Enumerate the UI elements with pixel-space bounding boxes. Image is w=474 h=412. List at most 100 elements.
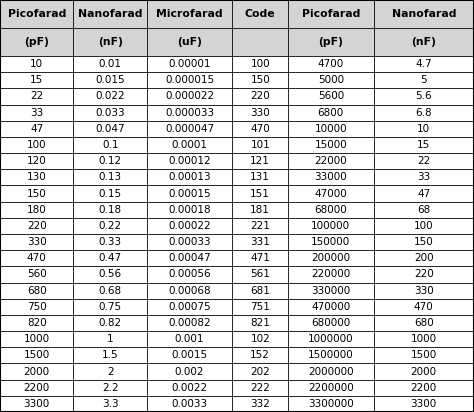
Text: 2200: 2200 — [410, 383, 437, 393]
Text: 751: 751 — [250, 302, 270, 312]
Text: 1500: 1500 — [410, 350, 437, 360]
Text: 0.00056: 0.00056 — [168, 269, 211, 279]
Bar — [0, 283, 474, 299]
Bar — [0, 250, 474, 267]
Text: 0.00068: 0.00068 — [168, 286, 211, 296]
Text: 2200: 2200 — [24, 383, 50, 393]
Text: 470: 470 — [414, 302, 434, 312]
Text: 121: 121 — [250, 156, 270, 166]
Bar — [0, 137, 474, 153]
Text: 0.68: 0.68 — [99, 286, 122, 296]
Text: 222: 222 — [250, 383, 270, 393]
Text: 2200000: 2200000 — [308, 383, 354, 393]
Text: 4.7: 4.7 — [415, 59, 432, 69]
Text: Picofarad: Picofarad — [8, 9, 66, 19]
Text: 0.15: 0.15 — [99, 189, 122, 199]
Text: 561: 561 — [250, 269, 270, 279]
Text: 2000000: 2000000 — [308, 367, 354, 377]
Text: 202: 202 — [250, 367, 270, 377]
Text: 3300: 3300 — [24, 399, 50, 409]
Text: 0.000015: 0.000015 — [165, 75, 214, 85]
Bar — [0, 28, 474, 56]
Bar — [0, 201, 474, 218]
Text: 100: 100 — [27, 140, 46, 150]
Text: Microfarad: Microfarad — [156, 9, 223, 19]
Text: 0.75: 0.75 — [99, 302, 122, 312]
Text: 6.8: 6.8 — [415, 108, 432, 118]
Text: 560: 560 — [27, 269, 46, 279]
Text: 152: 152 — [250, 350, 270, 360]
Text: 200000: 200000 — [311, 253, 350, 263]
Text: 0.00015: 0.00015 — [168, 189, 211, 199]
Text: 100000: 100000 — [311, 221, 350, 231]
Text: 150: 150 — [27, 189, 46, 199]
Text: 0.000022: 0.000022 — [165, 91, 214, 101]
Bar — [0, 0, 474, 28]
Text: 820: 820 — [27, 318, 46, 328]
Text: 5: 5 — [420, 75, 427, 85]
Text: 100: 100 — [414, 221, 434, 231]
Bar — [0, 72, 474, 89]
Text: 47000: 47000 — [314, 189, 347, 199]
Bar — [0, 234, 474, 250]
Text: (pF): (pF) — [319, 37, 343, 47]
Text: 10000: 10000 — [315, 124, 347, 134]
Text: 0.000047: 0.000047 — [165, 124, 214, 134]
Text: 3300: 3300 — [410, 399, 437, 409]
Text: 821: 821 — [250, 318, 270, 328]
Text: 0.015: 0.015 — [95, 75, 125, 85]
Text: 2: 2 — [107, 367, 113, 377]
Text: 471: 471 — [250, 253, 270, 263]
Bar — [0, 153, 474, 169]
Text: 5.6: 5.6 — [415, 91, 432, 101]
Text: 0.00022: 0.00022 — [168, 221, 211, 231]
Text: 220: 220 — [27, 221, 46, 231]
Bar — [0, 89, 474, 105]
Text: 330: 330 — [250, 108, 270, 118]
Text: 5000: 5000 — [318, 75, 344, 85]
Text: 100: 100 — [250, 59, 270, 69]
Text: 0.00013: 0.00013 — [168, 172, 211, 183]
Bar — [0, 331, 474, 347]
Text: 47: 47 — [417, 189, 430, 199]
Text: 68: 68 — [417, 205, 430, 215]
Bar — [0, 299, 474, 315]
Text: 680: 680 — [414, 318, 434, 328]
Bar — [0, 185, 474, 201]
Text: 0.00047: 0.00047 — [168, 253, 211, 263]
Text: 150: 150 — [250, 75, 270, 85]
Text: 330: 330 — [27, 237, 46, 247]
Text: Picofarad: Picofarad — [301, 9, 360, 19]
Text: 0.82: 0.82 — [99, 318, 122, 328]
Text: (nF): (nF) — [98, 37, 123, 47]
Text: 0.00001: 0.00001 — [168, 59, 211, 69]
Bar — [0, 347, 474, 363]
Text: 4700: 4700 — [318, 59, 344, 69]
Text: 33: 33 — [417, 172, 430, 183]
Bar — [0, 105, 474, 121]
Bar — [0, 315, 474, 331]
Text: 10: 10 — [30, 59, 43, 69]
Text: 151: 151 — [250, 189, 270, 199]
Text: 0.0001: 0.0001 — [172, 140, 208, 150]
Text: 0.000033: 0.000033 — [165, 108, 214, 118]
Text: 130: 130 — [27, 172, 46, 183]
Text: 22: 22 — [30, 91, 43, 101]
Text: 750: 750 — [27, 302, 46, 312]
Text: 1.5: 1.5 — [102, 350, 118, 360]
Text: (uF): (uF) — [177, 37, 202, 47]
Text: 1000000: 1000000 — [308, 334, 354, 344]
Text: 680000: 680000 — [311, 318, 350, 328]
Text: 1500: 1500 — [24, 350, 50, 360]
Text: 0.00018: 0.00018 — [168, 205, 211, 215]
Text: 220000: 220000 — [311, 269, 350, 279]
Text: 0.01: 0.01 — [99, 59, 122, 69]
Text: 10: 10 — [417, 124, 430, 134]
Text: 22: 22 — [417, 156, 430, 166]
Text: 0.0033: 0.0033 — [172, 399, 208, 409]
Text: 1500000: 1500000 — [308, 350, 354, 360]
Text: 470: 470 — [250, 124, 270, 134]
Text: 150000: 150000 — [311, 237, 350, 247]
Text: 0.00075: 0.00075 — [168, 302, 211, 312]
Text: (nF): (nF) — [411, 37, 436, 47]
